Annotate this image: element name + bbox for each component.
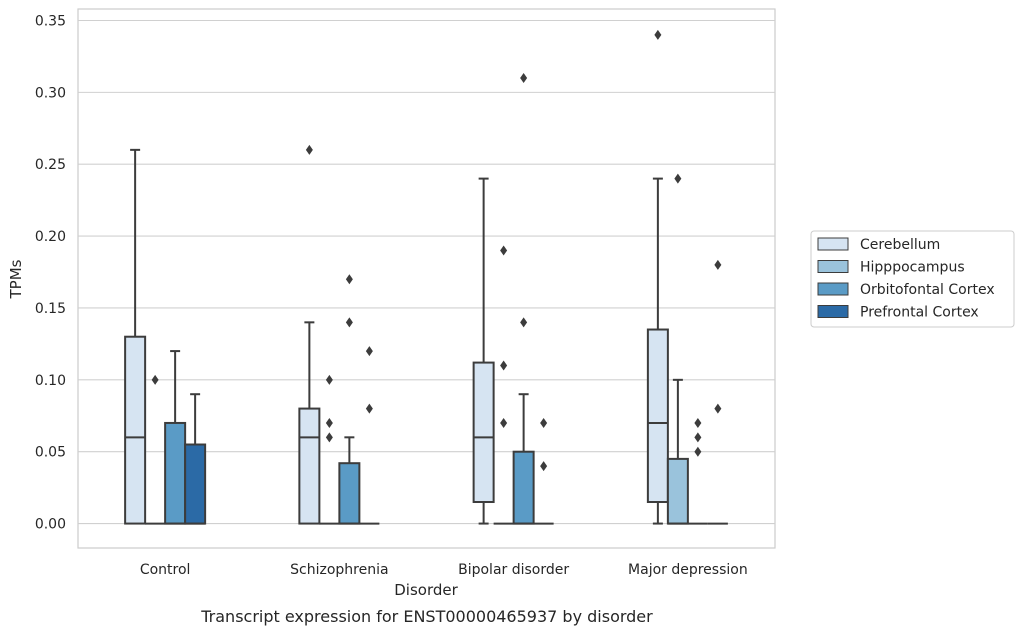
x-axis-label: Disorder [394, 581, 458, 599]
outlier-point [674, 173, 682, 184]
box-cerebellum [298, 144, 321, 525]
outlier-point [540, 461, 548, 472]
y-tick-label: 0.35 [35, 13, 66, 29]
y-tick-label: 0.25 [35, 157, 66, 173]
box-cerebellum [646, 29, 669, 525]
legend-swatch [817, 305, 849, 318]
legend: Cerebellum Hipppocampus Orbitofontal Corte… [810, 230, 1015, 328]
legend-swatch [817, 282, 849, 296]
x-tick-label: Bipolar disorder [458, 562, 569, 578]
y-axis-label: TPMs [7, 259, 25, 299]
box-prefrontal-cortex [184, 393, 207, 525]
outlier-point [325, 432, 333, 443]
box-hipppocampus [493, 245, 514, 525]
outlier-point [540, 417, 548, 428]
box-prefrontal-cortex [707, 259, 728, 525]
outlier-point [345, 274, 353, 285]
outlier-point [500, 417, 508, 428]
legend-swatch [817, 237, 849, 251]
legend-swatch [817, 260, 849, 273]
outlier-point [714, 403, 722, 414]
y-tick-label: 0.30 [35, 85, 66, 101]
y-tick-label: 0.10 [35, 373, 66, 389]
box-body [124, 335, 147, 525]
box-hipppocampus [319, 374, 340, 525]
outlier-point [325, 417, 333, 428]
outlier-point [694, 432, 702, 443]
outlier-point [305, 144, 313, 155]
box-orbitofontal-cortex [512, 72, 535, 525]
box-prefrontal-cortex [359, 346, 380, 525]
outlier-point [520, 317, 528, 328]
chart-caption: Transcript expression for ENST0000046593… [200, 607, 653, 626]
box-body [164, 421, 187, 525]
outlier-point [654, 29, 662, 40]
box-orbitofontal-cortex [338, 274, 361, 525]
legend-label: Cerebellum [860, 237, 940, 253]
outlier-point [325, 374, 333, 385]
legend-frame [810, 230, 1015, 328]
box-cerebellum [124, 148, 147, 525]
outlier-point [694, 446, 702, 457]
box-body [472, 361, 495, 504]
outlier-point [694, 417, 702, 428]
box-hipppocampus [145, 374, 166, 525]
outlier-point [500, 360, 508, 371]
box-prefrontal-cortex [533, 417, 554, 525]
outlier-point [500, 245, 508, 256]
y-tick-label: 0.20 [35, 229, 66, 245]
outlier-point [345, 317, 353, 328]
box-cerebellum [472, 177, 495, 525]
box-hipppocampus [666, 173, 689, 525]
outlier-point [151, 374, 159, 385]
box-body [646, 328, 669, 504]
box-body [338, 462, 361, 525]
y-tick-label: 0.00 [35, 517, 66, 533]
y-axis-ticks: 0.00 0.05 0.10 0.15 0.20 0.25 0.30 0.35 [35, 13, 66, 532]
box-groups [124, 29, 728, 525]
legend-label: Hipppocampus [860, 260, 965, 276]
y-tick-label: 0.05 [35, 445, 66, 461]
outlier-point [714, 259, 722, 270]
y-tick-label: 0.15 [35, 301, 66, 317]
box-body [666, 457, 689, 525]
box-body [298, 407, 321, 525]
outlier-point [365, 403, 373, 414]
legend-label: Orbitofontal Cortex [860, 282, 995, 298]
outlier-point [365, 346, 373, 357]
x-tick-label: Control [140, 562, 191, 578]
box-orbitofontal-cortex [687, 417, 708, 525]
outlier-point [520, 72, 528, 83]
box-body [512, 450, 535, 525]
box-body [184, 443, 207, 525]
x-tick-label: Major depression [628, 562, 748, 578]
legend-label: Prefrontal Cortex [860, 305, 979, 321]
x-tick-label: Schizophrenia [290, 562, 388, 578]
x-axis-ticks: Control Schizophrenia Bipolar disorder Majo… [140, 562, 748, 578]
